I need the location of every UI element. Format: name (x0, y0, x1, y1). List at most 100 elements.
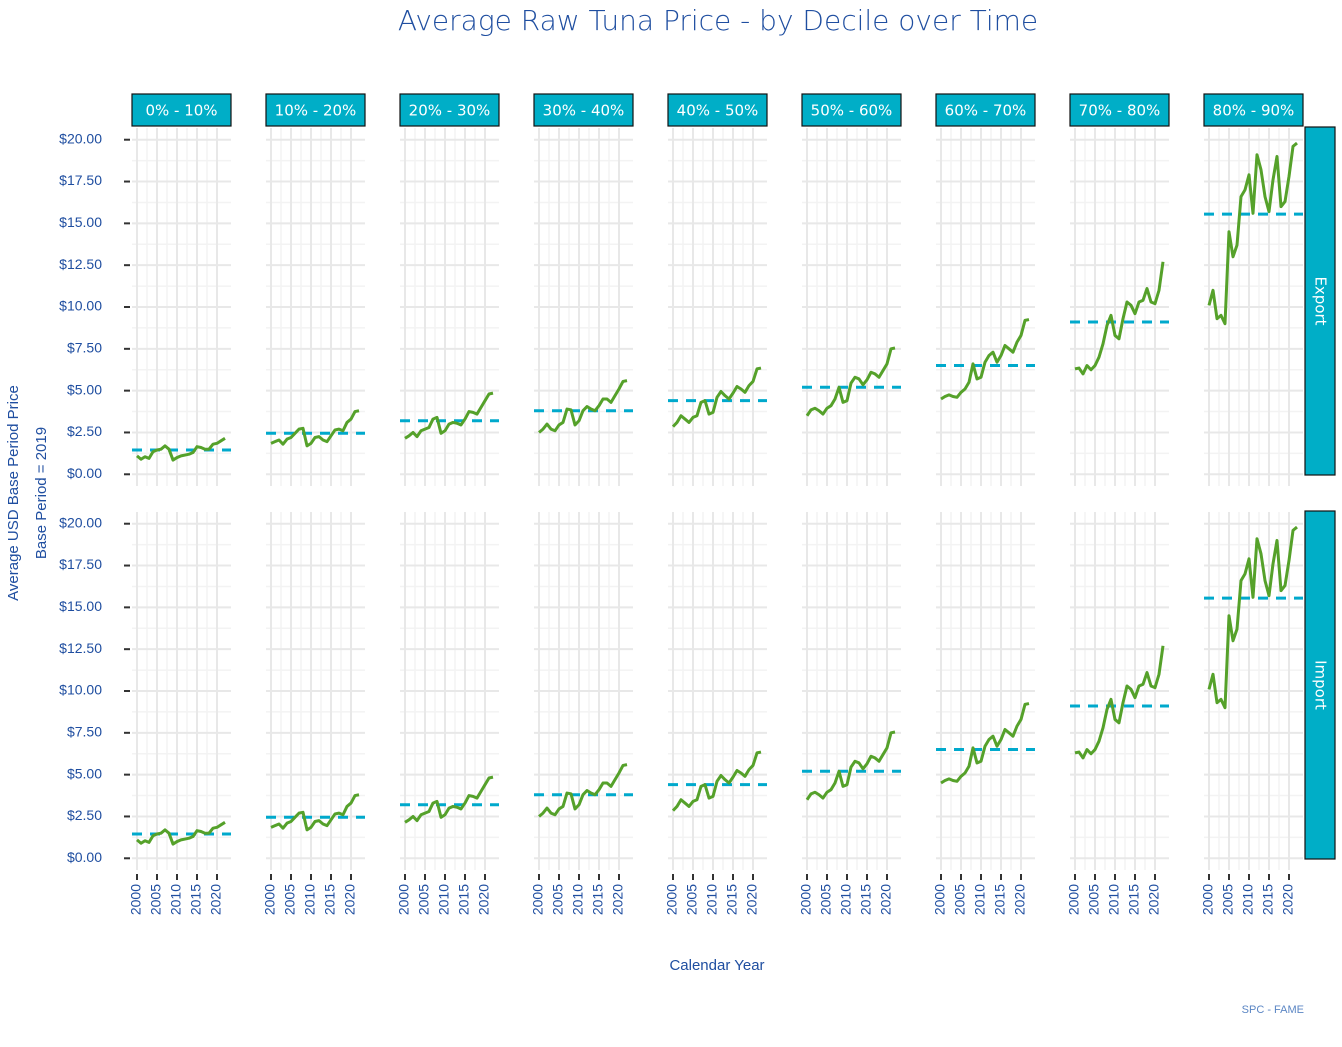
price-line (1074, 261, 1165, 376)
x-tick-label: 2015 (1126, 884, 1142, 915)
chart-title: Average Raw Tuna Price - by Decile over … (398, 4, 1038, 37)
price-line (940, 318, 1030, 401)
column-strip (1069, 93, 1170, 127)
column-strip-label: 30% - 40% (543, 102, 625, 120)
x-tick-label: 2010 (436, 884, 452, 915)
x-tick-label: 2015 (992, 884, 1008, 915)
column-strip (1203, 93, 1304, 127)
x-tick-label: 2010 (168, 884, 184, 915)
x-tick-label: 2015 (1260, 884, 1276, 915)
y-axis-label: Base Period = 2019 (33, 427, 50, 559)
row-strip (1304, 510, 1336, 860)
x-tick-label: 2005 (684, 884, 700, 915)
x-tick-label: 2000 (128, 884, 144, 915)
price-line (404, 391, 494, 440)
row-strip (1304, 126, 1336, 476)
x-tick-label: 2010 (1106, 884, 1122, 915)
price-line (404, 775, 494, 824)
x-tick-label: 2000 (530, 884, 546, 915)
y-tick-label: $20.00 (59, 130, 102, 146)
price-line (671, 366, 762, 428)
x-tick-label: 2015 (322, 884, 338, 915)
price-line (805, 730, 896, 801)
y-tick-label: $2.50 (67, 423, 102, 439)
x-tick-label: 2020 (1280, 884, 1296, 915)
column-strip (801, 93, 902, 127)
x-tick-label: 2020 (342, 884, 358, 915)
column-strip (533, 93, 634, 127)
price-line (940, 702, 1030, 785)
y-tick-label: $20.00 (59, 514, 102, 530)
price-line (805, 346, 896, 417)
price-line (270, 409, 360, 448)
caption: SPC - FAME (1242, 1004, 1304, 1016)
column-strip (265, 93, 366, 127)
y-tick-label: $15.00 (59, 598, 102, 614)
y-tick-label: $12.50 (59, 640, 102, 656)
x-tick-label: 2000 (1066, 884, 1082, 915)
y-tick-label: $7.50 (67, 340, 102, 356)
x-tick-label: 2005 (416, 884, 432, 915)
column-strip-label: 70% - 80% (1079, 102, 1161, 120)
column-strip-label: 10% - 20% (275, 102, 357, 120)
y-tick-label: $17.50 (59, 172, 102, 188)
column-strip-label: 20% - 30% (409, 102, 491, 120)
y-tick-label: $5.00 (67, 381, 102, 397)
x-tick-label: 2015 (188, 884, 204, 915)
column-strip-label: 60% - 70% (945, 102, 1027, 120)
x-tick-label: 2020 (208, 884, 224, 915)
price-line (136, 437, 226, 462)
x-tick-label: 2005 (1086, 884, 1102, 915)
x-tick-label: 2010 (972, 884, 988, 915)
y-tick-label: $0.00 (67, 465, 102, 481)
x-tick-label: 2000 (664, 884, 680, 915)
x-tick-label: 2005 (550, 884, 566, 915)
x-tick-label: 2020 (610, 884, 626, 915)
x-tick-label: 2010 (570, 884, 586, 915)
x-tick-label: 2015 (858, 884, 874, 915)
x-tick-label: 2000 (1200, 884, 1216, 915)
x-tick-label: 2000 (262, 884, 278, 915)
y-tick-label: $12.50 (59, 256, 102, 272)
x-axis-label: Calendar Year (669, 957, 764, 974)
price-line (270, 793, 360, 832)
column-strip-label: 40% - 50% (677, 102, 759, 120)
price-line (1207, 525, 1298, 710)
x-tick-label: 2000 (932, 884, 948, 915)
x-tick-label: 2005 (952, 884, 968, 915)
x-tick-label: 2020 (476, 884, 492, 915)
x-tick-label: 2020 (1012, 884, 1028, 915)
y-tick-label: $17.50 (59, 556, 102, 572)
x-tick-label: 2020 (1146, 884, 1162, 915)
row-strip-label: Export (1312, 276, 1330, 325)
x-tick-label: 2010 (302, 884, 318, 915)
price-line (538, 763, 628, 818)
price-line (136, 821, 226, 846)
price-line (538, 379, 628, 434)
y-axis-label: Average USD Base Period Price (5, 385, 22, 601)
x-tick-label: 2015 (590, 884, 606, 915)
price-line (1074, 645, 1165, 760)
column-strip-label: 50% - 60% (811, 102, 893, 120)
x-tick-label: 2010 (838, 884, 854, 915)
price-line (671, 750, 762, 812)
x-tick-label: 2015 (456, 884, 472, 915)
row-strip-label: Import (1312, 660, 1330, 710)
x-tick-label: 2015 (724, 884, 740, 915)
column-strip-label: 80% - 90% (1213, 102, 1295, 120)
x-tick-label: 2010 (1240, 884, 1256, 915)
price-line (1207, 141, 1298, 326)
y-tick-label: $15.00 (59, 214, 102, 230)
y-tick-label: $10.00 (59, 298, 102, 314)
x-tick-label: 2005 (148, 884, 164, 915)
x-tick-label: 2005 (1220, 884, 1236, 915)
y-tick-label: $2.50 (67, 807, 102, 823)
x-tick-label: 2005 (818, 884, 834, 915)
y-tick-label: $10.00 (59, 682, 102, 698)
column-strip (935, 93, 1036, 127)
x-tick-label: 2020 (878, 884, 894, 915)
x-tick-label: 2020 (744, 884, 760, 915)
x-tick-label: 2010 (704, 884, 720, 915)
column-strip-label: 0% - 10% (145, 102, 217, 120)
